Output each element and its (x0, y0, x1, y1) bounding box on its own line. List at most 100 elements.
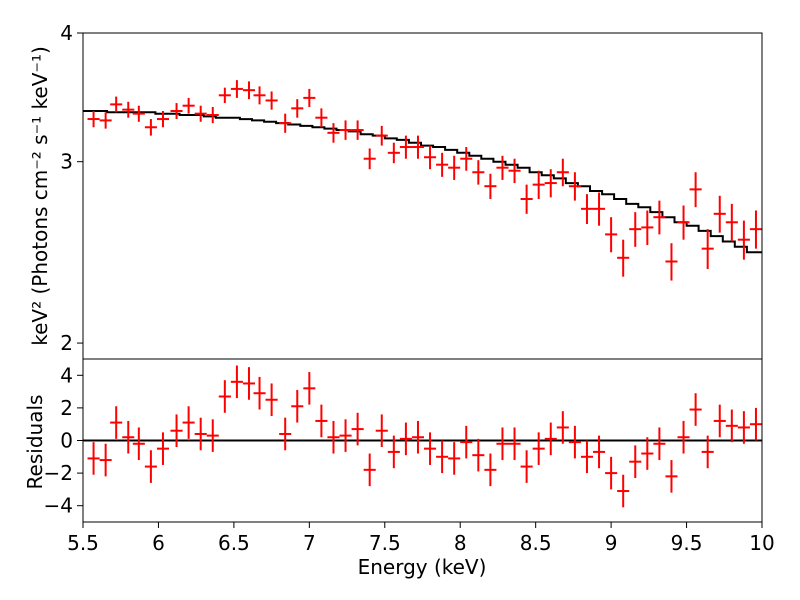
residual-data-point (629, 445, 642, 478)
residual-data-point (351, 412, 364, 446)
spectrum-data-point (242, 81, 256, 100)
residual-data-point (436, 440, 449, 474)
spectrum-data-point (532, 170, 545, 199)
residuals-y-tick-label: 0 (60, 429, 73, 453)
residual-data-point (242, 367, 256, 400)
spectrum-panel: 2 3 4 keV² (Photons cm⁻² s⁻¹ keV⁻¹) (28, 21, 763, 365)
residual-data-point (605, 456, 618, 490)
x-tick-label: 10 (749, 531, 774, 555)
residuals-y-tick-label: 4 (60, 363, 73, 387)
spectrum-y-axis-label: keV² (Photons cm⁻² s⁻¹ keV⁻¹) (28, 46, 52, 346)
spectrum-data-point (206, 107, 219, 124)
spectrum-data-point (713, 195, 726, 233)
spectrum-data-point (544, 169, 557, 198)
spectrum-data-point (230, 80, 243, 98)
residual-data-point (206, 419, 219, 452)
residual-data-point (387, 435, 400, 469)
spectrum-data-point (749, 210, 762, 249)
spectrum-data-point (363, 148, 376, 170)
residuals-y-axis-label: Residuals (23, 395, 47, 490)
residual-data-point (520, 450, 533, 483)
residual-data-point (99, 443, 112, 477)
residual-data-point (701, 435, 714, 469)
residual-data-point (460, 425, 473, 459)
spectrum-data-point (182, 97, 195, 114)
x-tick-label: 6.5 (218, 531, 250, 555)
residuals-y-tick-label: −4 (44, 494, 73, 518)
x-tick-label: 9.5 (671, 531, 703, 555)
spectrum-data-point (448, 155, 461, 180)
residual-data-point (593, 435, 606, 469)
residual-data-point (156, 432, 170, 465)
x-tick-label: 8.5 (520, 531, 552, 555)
residual-data-point (291, 389, 304, 423)
x-tick-label: 7 (303, 531, 316, 555)
residual-data-point (544, 422, 557, 456)
spectrum-data-point (144, 119, 157, 136)
residuals-y-tick-label: 2 (60, 396, 73, 420)
spectrum-data-point (568, 172, 581, 201)
residual-data-point (665, 460, 678, 493)
spectrum-data-point (194, 105, 207, 122)
spectrum-data-point (725, 203, 738, 242)
residual-data-point (508, 427, 521, 461)
spectrum-data-point (508, 158, 521, 184)
residuals-y-tick-label: −2 (44, 461, 73, 485)
spectrum-data-point (265, 91, 278, 110)
residual-data-point (279, 417, 292, 451)
residual-data-point (122, 420, 135, 454)
residual-data-point (170, 414, 183, 448)
spectrum-data-point (387, 142, 400, 164)
spectrum-y-ticks: 2 3 4 (60, 21, 83, 355)
spectrum-data-point (411, 135, 425, 159)
residual-data-point (653, 427, 666, 461)
residuals-frame (82, 358, 763, 523)
x-tick-label: 5.5 (67, 531, 99, 555)
spectrum-data-point (617, 239, 630, 277)
x-tick-label: 6 (152, 531, 165, 555)
residual-data-point (411, 420, 425, 454)
spectrum-data-point (701, 229, 714, 270)
residual-data-point (689, 393, 702, 426)
spectrum-data-point (122, 101, 135, 118)
residual-data-point (144, 450, 157, 483)
residuals-y-ticks: −4 −2 0 2 4 (44, 363, 83, 518)
spectrum-data-point (279, 113, 292, 133)
residual-data-point (424, 432, 437, 465)
residual-data-point (315, 404, 328, 438)
spectrum-data-point (484, 173, 497, 199)
x-tick-label: 9 (605, 531, 618, 555)
residual-data-point (725, 409, 738, 443)
residual-data-point (87, 442, 100, 475)
residual-data-point (182, 406, 195, 439)
spectrum-data-point (253, 86, 266, 105)
spectrum-data-point (87, 110, 100, 128)
spectrum-data-point (132, 105, 145, 122)
residual-data-point (110, 406, 123, 439)
residual-data-point (339, 419, 352, 452)
residual-data-point (749, 407, 762, 441)
spectrum-data-point (218, 87, 231, 104)
spectrum-data-point (556, 158, 569, 187)
spectrum-data-point (110, 96, 123, 113)
residual-data-points (87, 365, 762, 508)
residual-data-point (484, 453, 497, 487)
spectrum-data-point (580, 194, 594, 224)
spectrum-data-point (472, 160, 485, 185)
residual-data-point (327, 420, 340, 454)
spectrum-data-point (339, 120, 352, 140)
residual-data-point (132, 427, 145, 461)
spectrum-data-point (496, 155, 509, 180)
spectrum-data-point (303, 88, 316, 108)
residual-data-point (194, 417, 207, 451)
spectrum-data-point (641, 210, 654, 246)
residual-data-point (556, 411, 569, 444)
spectrum-plot-area (83, 33, 762, 359)
residual-data-point (568, 425, 581, 459)
residual-data-point (677, 420, 690, 454)
spectrum-data-point (677, 205, 690, 240)
residual-data-point (713, 404, 726, 438)
residual-data-point (253, 376, 266, 410)
x-tick-label: 8 (454, 531, 467, 555)
